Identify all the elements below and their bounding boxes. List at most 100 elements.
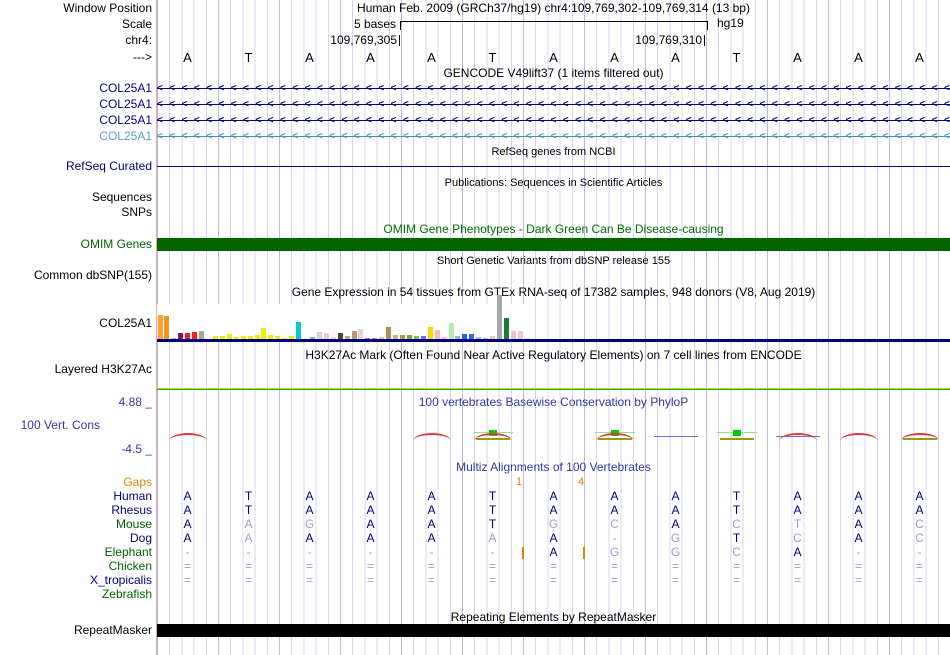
left-arrowhead-icon: < (784, 99, 790, 110)
gap-tick (522, 547, 524, 559)
alignment-base: = (549, 559, 557, 573)
gencode-track-title[interactable]: GENCODE V49lift37 (1 items filtered out) (443, 66, 664, 80)
left-arrowhead-icon: < (894, 83, 901, 94)
left-arrowhead-icon: < (243, 99, 249, 110)
dbsnp-label[interactable]: Common dbSNP(155) (33, 268, 152, 282)
h3k27ac-label[interactable]: Layered H3K27Ac (54, 362, 152, 376)
left-arrowhead-icon: < (685, 99, 692, 110)
alignment-base: = (427, 573, 435, 587)
left-arrowhead-icon: < (673, 115, 680, 126)
coordinate-left: 109,769,305 (330, 33, 397, 47)
gene-body[interactable]: < < < < < < < < < < < < < < < < < < < < < < < < < < < < < < < < < < < < < < < <… (157, 82, 950, 95)
left-arrowhead-icon: < (218, 131, 225, 142)
repeatmasker-label[interactable]: RepeatMasker (73, 623, 152, 637)
gene-label[interactable]: COL25A1 (99, 81, 152, 95)
left-arrowhead-icon: < (243, 131, 249, 142)
alignment-base: A (183, 531, 192, 545)
left-arrowhead-icon: < (771, 99, 778, 110)
left-arrowhead-icon: < (698, 131, 704, 142)
phylop-track-title[interactable]: 100 vertebrates Basewise Conservation by… (418, 395, 689, 409)
left-arrowhead-icon: < (734, 99, 741, 110)
gtex-tissue-bar (448, 323, 454, 340)
left-arrowhead-icon: < (587, 131, 594, 142)
gene-body[interactable]: < < < < < < < < < < < < < < < < < < < < < < < < < < < < < < < < < < < < < < < <… (157, 130, 950, 143)
gene-body[interactable]: < < < < < < < < < < < < < < < < < < < < < < < < < < < < < < < < < < < < < < < <… (157, 98, 950, 111)
dbsnp-track-title[interactable]: Short Genetic Variants from dbSNP releas… (436, 255, 671, 267)
gene-label[interactable]: COL25A1 (99, 129, 152, 143)
left-arrowhead-icon: < (636, 99, 643, 110)
refseq-track-title[interactable]: RefSeq genes from NCBI (491, 146, 616, 158)
left-arrowhead-icon: < (415, 115, 422, 126)
sequences-label[interactable]: Sequences (91, 190, 152, 204)
species-label[interactable]: Chicken (108, 559, 152, 573)
left-arrowhead-icon: < (452, 131, 458, 142)
refseq-gene-line[interactable] (157, 166, 950, 167)
gtex-gene-label[interactable]: COL25A1 (99, 316, 152, 330)
gtex-track-title[interactable]: Gene Expression in 54 tissues from GTEx … (291, 285, 816, 299)
species-label[interactable]: Elephant (104, 545, 152, 559)
left-arrowhead-icon: < (882, 83, 889, 94)
phylop-label[interactable]: 100 Vert. Cons (20, 418, 100, 432)
gtex-plot-background (157, 304, 531, 340)
species-label[interactable]: Dog (129, 531, 152, 545)
left-arrowhead-icon: < (759, 131, 766, 142)
left-arrowhead-icon: < (378, 83, 385, 94)
snps-label[interactable]: SNPs (121, 205, 152, 219)
gtex-tissue-bar (309, 337, 315, 340)
left-arrowhead-icon: < (218, 99, 225, 110)
omim-track-title[interactable]: OMIM Gene Phenotypes - Dark Green Can Be… (383, 222, 724, 236)
gaps-label[interactable]: Gaps (123, 475, 152, 489)
alignment-base: = (915, 559, 923, 573)
left-arrowhead-icon: < (907, 115, 913, 126)
left-arrowhead-icon: < (439, 99, 446, 110)
strand-label[interactable]: ---> (133, 50, 152, 64)
gene-label[interactable]: COL25A1 (99, 113, 152, 127)
repeatmasker-track-title[interactable]: Repeating Elements by RepeatMasker (450, 610, 657, 624)
omim-genes-label[interactable]: OMIM Genes (80, 237, 152, 251)
conservation-olive-line (475, 438, 510, 440)
left-arrowhead-icon: < (304, 115, 311, 126)
species-label[interactable]: Mouse (115, 517, 152, 531)
gene-line (157, 136, 950, 137)
species-label[interactable]: X_tropicalis (89, 573, 152, 587)
publications-track-title[interactable]: Publications: Sequences in Scientific Ar… (444, 177, 663, 189)
left-arrowhead-icon: < (341, 83, 348, 94)
h3k27ac-track-title[interactable]: H3K27Ac Mark (Often Found Near Active Re… (305, 348, 802, 362)
gene-direction-arrows: < < < < < < < < < < < < < < < < < < < < < < < < < < < < < < < < < < < < < < < <… (157, 130, 950, 143)
base-letter: T (244, 50, 253, 65)
left-arrowhead-icon: < (931, 83, 938, 94)
left-arrowhead-icon: < (784, 131, 790, 142)
alignment-base: G (670, 545, 681, 559)
refseq-curated-label[interactable]: RefSeq Curated (65, 159, 152, 173)
left-arrowhead-icon: < (157, 115, 163, 126)
gene-body[interactable]: < < < < < < < < < < < < < < < < < < < < < < < < < < < < < < < < < < < < < < < <… (157, 114, 950, 127)
species-label[interactable]: Rhesus (111, 503, 152, 517)
left-arrowhead-icon: < (931, 115, 938, 126)
species-label[interactable]: Zebrafish (101, 587, 152, 601)
left-arrowhead-icon: < (661, 115, 668, 126)
gtex-tissue-bar (226, 334, 232, 340)
multiz-track-title[interactable]: Multiz Alignments of 100 Vertebrates (456, 460, 651, 474)
alignment-base: = (854, 559, 862, 573)
omim-gene-bar[interactable] (157, 238, 950, 251)
left-arrowhead-icon: < (771, 83, 778, 94)
left-arrowhead-icon: < (821, 131, 827, 142)
left-arrowhead-icon: < (255, 115, 262, 126)
left-arrowhead-icon: < (329, 83, 335, 94)
species-label[interactable]: Human (113, 489, 152, 503)
left-arrowhead-icon: < (907, 131, 913, 142)
left-arrowhead-icon: < (796, 115, 803, 126)
gene-label[interactable]: COL25A1 (99, 97, 152, 111)
left-arrowhead-icon: < (402, 99, 409, 110)
alignment-base: A (244, 531, 253, 545)
scale-bracket (400, 21, 708, 30)
left-arrowhead-icon: < (562, 115, 569, 126)
left-arrowhead-icon: < (636, 83, 643, 94)
left-arrowhead-icon: < (390, 99, 397, 110)
alignment-base: A (549, 545, 558, 559)
gtex-tissue-bar (330, 337, 336, 340)
left-arrowhead-icon: < (833, 83, 840, 94)
repeatmasker-bar[interactable] (157, 624, 950, 637)
left-arrowhead-icon: < (427, 83, 434, 94)
left-arrowhead-icon: < (575, 99, 581, 110)
